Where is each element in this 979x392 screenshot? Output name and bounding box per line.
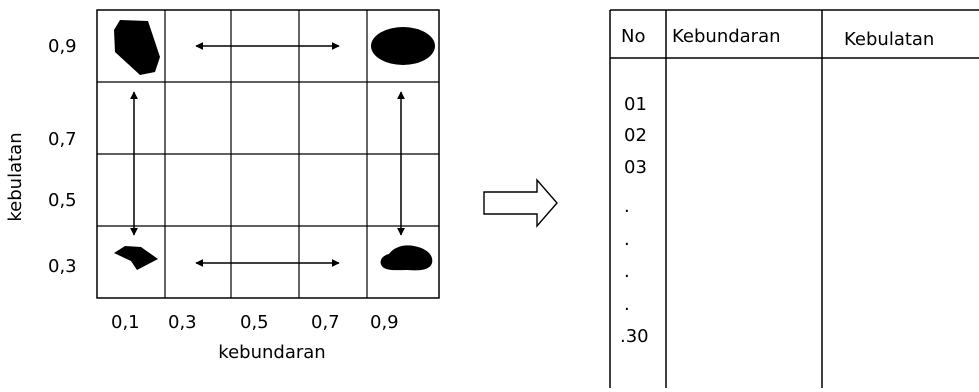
x-tick-label: 0,1: [111, 312, 140, 333]
table-header-kebulatan: Kebulatan: [844, 29, 934, 50]
table-row-number: .30: [620, 326, 649, 347]
data-table: No Kebundaran Kebulatan 01 02 03 . . . .…: [609, 9, 979, 388]
classification-grid: 0,9 0,7 0,5 0,3 0,1 0,3 0,5 0,7 0,9 kebu…: [5, 9, 440, 363]
table-row-number: 02: [624, 125, 647, 146]
y-tick-label: 0,7: [48, 129, 77, 150]
rounded-irregular-shape-bottom-right: [380, 245, 433, 271]
irregular-shape-bottom-left: [114, 246, 158, 270]
angular-shape-top-left: [114, 20, 160, 75]
y-tick-label: 0,3: [48, 256, 77, 277]
x-tick-label: 0,7: [311, 312, 340, 333]
y-tick-label: 0,9: [48, 36, 77, 57]
table-row-number: 01: [624, 94, 647, 115]
table-row-number: 03: [624, 157, 647, 178]
x-tick-label: 0,3: [168, 312, 197, 333]
x-axis-title: kebundaran: [218, 342, 325, 363]
table-row-number: .: [624, 229, 630, 250]
table-row-number: .: [624, 294, 630, 315]
table-header-no: No: [621, 26, 645, 47]
table-row-number: .: [624, 261, 630, 282]
table-header-kebundaran: Kebundaran: [672, 26, 781, 47]
ellipse-shape-top-right: [371, 27, 435, 65]
hollow-right-arrow-icon: [483, 178, 558, 228]
x-tick-label: 0,5: [240, 312, 269, 333]
y-tick-label: 0,5: [48, 190, 77, 211]
table-row-number: .: [624, 196, 630, 217]
x-tick-label: 0,9: [370, 312, 399, 333]
y-axis-title: kebulatan: [5, 132, 26, 221]
